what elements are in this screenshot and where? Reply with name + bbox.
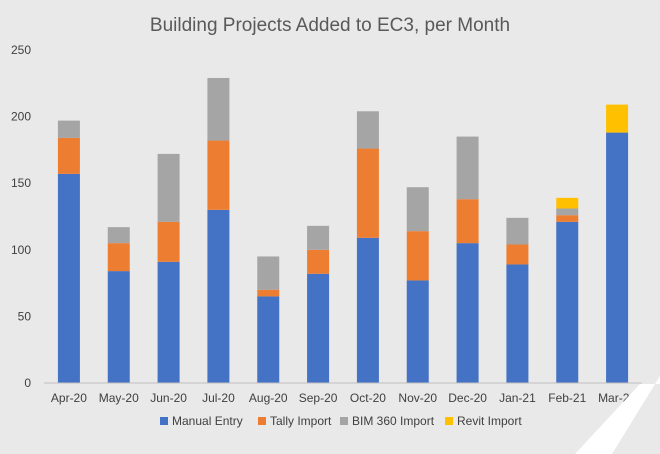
bar-segment — [307, 225, 330, 250]
bar-stack — [307, 225, 330, 383]
bar-stack — [257, 256, 280, 383]
legend-label: BIM 360 Import — [352, 414, 435, 428]
y-tick-label: 150 — [11, 176, 31, 190]
legend-swatch — [445, 417, 453, 425]
chart-title: Building Projects Added to EC3, per Mont… — [150, 15, 510, 36]
y-tick-label: 0 — [24, 376, 31, 390]
bar-segment — [606, 104, 629, 133]
bar-segment — [207, 77, 230, 141]
bar-segment — [157, 221, 180, 262]
bar-stack — [556, 197, 579, 383]
bar-segment — [506, 217, 529, 245]
x-tick-label: Aug-20 — [249, 391, 288, 405]
bar-segment — [456, 136, 479, 200]
bar-segment — [556, 197, 579, 209]
bar-segment — [556, 215, 579, 222]
corner-stripe-shape — [575, 376, 660, 454]
legend: Manual Entry Tally Import BIM 360 Import Re… — [160, 414, 522, 428]
bar-segment — [406, 231, 429, 281]
x-axis-tick-labels: Apr-20 May-20 Jun-20 Jul-20 Aug-20 Sep-20 Oct-… — [51, 391, 637, 405]
bar-segment — [207, 140, 230, 210]
bar-stack — [57, 120, 80, 383]
legend-label: Manual Entry — [172, 414, 243, 428]
bar-segment — [107, 243, 130, 272]
x-tick-label: Apr-20 — [51, 391, 87, 405]
bar-segment — [257, 289, 280, 297]
y-tick-label: 200 — [11, 110, 31, 124]
bar-stack — [356, 111, 379, 383]
bar-segment — [556, 208, 579, 216]
bar-stack — [456, 136, 479, 383]
bar-segment — [356, 237, 379, 383]
bar-segment — [456, 199, 479, 244]
bar-segment — [506, 244, 529, 265]
x-tick-label: May-20 — [99, 391, 139, 405]
bar-segment — [307, 273, 330, 383]
legend-swatch — [258, 417, 266, 425]
y-tick-label: 100 — [11, 243, 31, 257]
bar-segment — [57, 137, 80, 174]
bar-stack — [157, 153, 180, 383]
legend-swatch — [340, 417, 348, 425]
x-tick-label: Jan-21 — [499, 391, 536, 405]
x-tick-label: Oct-20 — [350, 391, 386, 405]
bar-stack — [107, 227, 130, 383]
bar-segment — [307, 249, 330, 274]
decorative-corner-stripe — [575, 376, 660, 454]
legend-label: Revit Import — [457, 414, 522, 428]
bar-segment — [506, 264, 529, 383]
bar-groups — [57, 77, 629, 383]
bar-segment — [57, 120, 80, 138]
bar-segment — [406, 280, 429, 383]
x-tick-label: Feb-21 — [548, 391, 586, 405]
x-tick-label: Jul-20 — [202, 391, 235, 405]
bar-segment — [456, 243, 479, 383]
bar-stack — [606, 104, 629, 383]
bar-stack — [506, 217, 529, 383]
bar-segment — [157, 153, 180, 222]
bar-segment — [356, 111, 379, 149]
bar-segment — [257, 256, 280, 290]
bar-segment — [207, 209, 230, 383]
y-tick-label: 50 — [18, 309, 32, 323]
bar-segment — [57, 173, 80, 383]
bar-segment — [107, 271, 130, 383]
x-tick-label: Dec-20 — [448, 391, 487, 405]
bar-segment — [556, 221, 579, 383]
x-tick-label: Nov-20 — [398, 391, 437, 405]
legend-label: Tally Import — [270, 414, 332, 428]
bar-segment — [606, 132, 629, 383]
x-tick-label: Sep-20 — [299, 391, 338, 405]
bar-stack — [207, 77, 230, 383]
bar-segment — [257, 296, 280, 383]
bar-segment — [157, 261, 180, 383]
bar-segment — [356, 148, 379, 238]
bar-segment — [406, 187, 429, 232]
bar-stack — [406, 187, 429, 383]
y-tick-label: 250 — [11, 43, 31, 57]
bar-segment — [107, 227, 130, 244]
y-axis-tick-labels: 0 50 100 150 200 250 — [11, 43, 31, 390]
x-tick-label: Jun-20 — [150, 391, 187, 405]
legend-swatch — [160, 417, 168, 425]
